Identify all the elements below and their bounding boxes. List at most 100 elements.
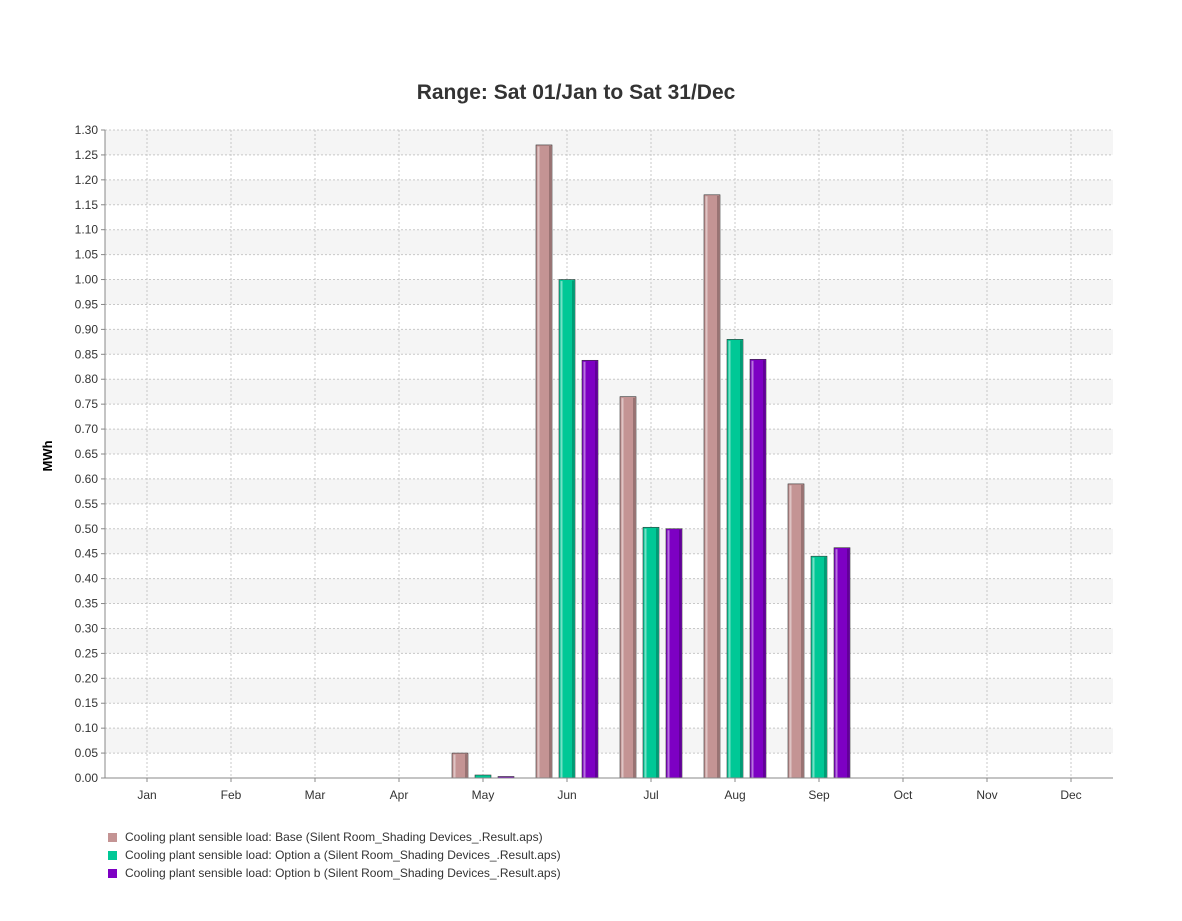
y-tick-label: 0.50 (75, 522, 99, 536)
bar-highlight (705, 196, 708, 779)
grid-band (105, 528, 1113, 554)
y-tick-label: 0.45 (75, 547, 99, 561)
y-tick-label: 0.75 (75, 397, 99, 411)
y-tick-label: 0.10 (75, 721, 99, 735)
y-tick-label: 0.30 (75, 621, 99, 635)
y-tick-label: 1.20 (75, 173, 99, 187)
plot-background (105, 130, 1113, 778)
bar (535, 144, 553, 779)
y-tick-label: 0.00 (75, 771, 99, 785)
grid-band (105, 329, 1113, 355)
x-tick-label: Jan (137, 788, 156, 802)
grid-band (105, 229, 1113, 255)
legend-item: Cooling plant sensible load: Base (Silen… (108, 828, 561, 846)
bar-highlight (835, 549, 838, 778)
x-tick-label: Nov (976, 788, 997, 802)
x-tick-label: Jun (557, 788, 576, 802)
bar-highlight (537, 146, 540, 778)
bar (787, 483, 805, 779)
x-tick-label: May (472, 788, 495, 802)
bar-shade (633, 397, 635, 778)
legend-swatch (108, 832, 117, 842)
bars (451, 144, 851, 779)
y-tick-label: 0.80 (75, 372, 99, 386)
bar-shade (572, 280, 574, 778)
x-tick-label: Mar (305, 788, 326, 802)
bar-highlight (751, 360, 754, 778)
grid-band (105, 628, 1113, 654)
grid-band (105, 703, 1113, 729)
legend-swatch (108, 868, 117, 878)
grid-band (105, 204, 1113, 230)
bar-shade (717, 195, 719, 779)
grid-band (105, 404, 1113, 430)
grid-band (105, 678, 1113, 704)
bar-highlight (583, 361, 586, 778)
bar (581, 359, 599, 779)
grid-band (105, 553, 1113, 579)
y-tick-label: 0.05 (75, 746, 99, 760)
bar (703, 194, 721, 779)
bar (810, 555, 828, 779)
bar (558, 279, 576, 779)
x-tick-label: Aug (724, 788, 745, 802)
bar-shade (595, 361, 597, 778)
y-tick-label: 1.10 (75, 223, 99, 237)
y-tick-label: 0.20 (75, 671, 99, 685)
bar (726, 339, 744, 779)
grid-band (105, 603, 1113, 629)
bar (833, 547, 851, 779)
grid-band (105, 578, 1113, 604)
legend-item: Cooling plant sensible load: Option b (S… (108, 864, 561, 882)
bar-highlight (453, 754, 456, 778)
x-tick-label: Sep (808, 788, 830, 802)
grid-band (105, 304, 1113, 330)
grid-band (105, 429, 1113, 454)
y-tick-label: 0.15 (75, 696, 99, 710)
legend-label: Cooling plant sensible load: Base (Silen… (125, 830, 543, 844)
grid-band (105, 454, 1113, 479)
bar (451, 752, 469, 779)
legend-label: Cooling plant sensible load: Option b (S… (125, 866, 561, 880)
y-tick-label: 0.40 (75, 572, 99, 586)
x-tick-label: Oct (894, 788, 913, 802)
grid-band (105, 279, 1113, 305)
y-tick-label: 1.30 (75, 123, 99, 137)
bar-shade (847, 548, 849, 778)
bar-highlight (560, 281, 563, 778)
grid-band (105, 254, 1113, 280)
chart-title: Range: Sat 01/Jan to Sat 31/Dec (417, 81, 736, 104)
x-tick-label: Apr (390, 788, 409, 802)
y-axis-label: MWh (40, 440, 55, 471)
bar-shade (824, 557, 826, 778)
axes (104, 130, 1113, 779)
bar-shade (740, 340, 742, 778)
bar-shade (679, 529, 681, 778)
bar-shade (465, 754, 467, 778)
grid-band (105, 130, 1113, 155)
y-tick-label: 1.05 (75, 248, 99, 262)
grid-band (105, 154, 1113, 180)
legend-label: Cooling plant sensible load: Option a (S… (125, 848, 561, 862)
grid-band (105, 653, 1113, 679)
bar-shade (763, 360, 765, 778)
bar-shade (549, 145, 551, 778)
x-tick-labels: Jan Feb Mar Apr May Jun Jul Aug Sep Oct Nov Dec (137, 788, 1081, 802)
y-tick-label: 0.70 (75, 422, 99, 436)
y-tick-label: 0.25 (75, 646, 99, 660)
bar-shade (801, 484, 803, 778)
legend: Cooling plant sensible load: Base (Silen… (108, 828, 561, 882)
y-tick-label: 0.35 (75, 597, 99, 611)
grid-band (105, 478, 1113, 504)
grid-band (105, 503, 1113, 529)
y-tick-label: 0.85 (75, 347, 99, 361)
bar (619, 396, 637, 779)
x-tick-label: Feb (221, 788, 242, 802)
bar-highlight (621, 398, 624, 778)
grid-lines (101, 129, 1113, 782)
bar-highlight (728, 340, 731, 778)
grid-band (105, 753, 1113, 778)
bar (665, 528, 683, 779)
bar-highlight (667, 530, 670, 778)
